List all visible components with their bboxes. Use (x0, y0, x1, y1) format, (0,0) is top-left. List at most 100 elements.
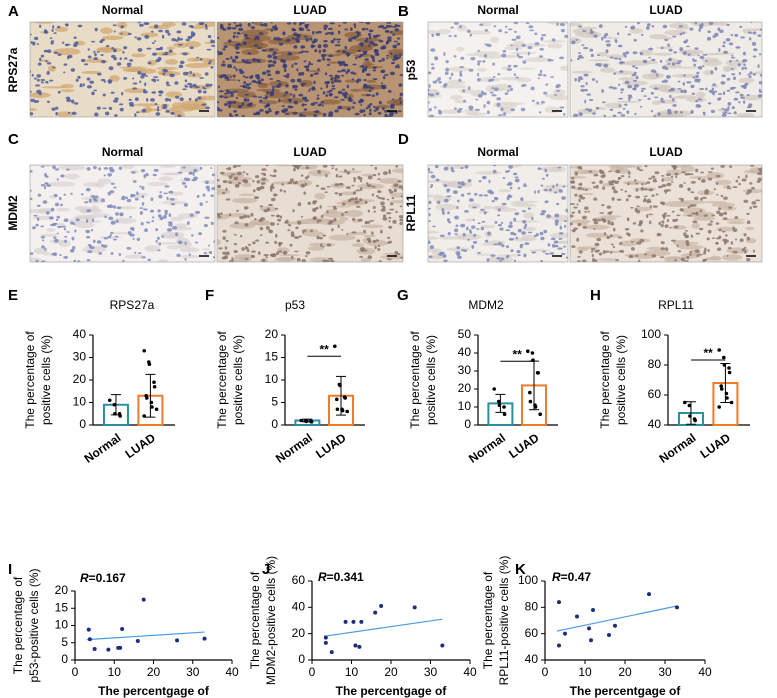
nucleus (443, 259, 448, 262)
nucleus (533, 190, 537, 194)
tissue-strand (360, 257, 371, 262)
nucleus (334, 74, 338, 78)
nucleus (734, 33, 739, 37)
nucleus (687, 214, 693, 217)
nucleus (365, 107, 369, 110)
data-point (335, 407, 340, 412)
nucleus (227, 39, 232, 43)
tissue-strand (375, 104, 390, 109)
nucleus (259, 234, 263, 237)
nucleus (493, 76, 496, 78)
nucleus (282, 32, 286, 35)
nucleus (274, 111, 279, 115)
nucleus (290, 233, 295, 238)
nucleus (308, 61, 311, 65)
nucleus (442, 254, 447, 258)
correlation-symbol: R (80, 571, 89, 585)
nucleus (453, 55, 457, 58)
nucleus (505, 25, 508, 28)
nucleus (298, 51, 304, 54)
nucleus (375, 239, 380, 242)
nucleus (330, 40, 335, 44)
nucleus (713, 90, 718, 93)
micrograph (216, 164, 404, 263)
nucleus (187, 82, 193, 86)
nucleus (583, 47, 589, 50)
nucleus (301, 258, 307, 262)
y-tick-label: 100 (518, 573, 538, 587)
nucleus (507, 85, 512, 88)
nucleus (365, 37, 369, 41)
nucleus (122, 51, 125, 54)
nucleus (428, 108, 432, 112)
nucleus (190, 25, 194, 29)
nucleus (683, 41, 686, 43)
nucleus (139, 207, 144, 209)
nucleus (682, 31, 685, 35)
nucleus (275, 84, 281, 89)
nucleus (285, 75, 290, 79)
nucleus (589, 31, 594, 34)
tissue-strand (344, 93, 354, 100)
nucleus (596, 249, 601, 252)
x-axis-label: The percentgage of (98, 684, 210, 698)
nucleus (258, 32, 264, 35)
nucleus (642, 199, 647, 203)
nucleus (204, 216, 210, 219)
nucleus (228, 213, 232, 217)
nucleus (45, 175, 49, 178)
nucleus (45, 80, 49, 84)
nucleus (492, 165, 497, 167)
nucleus (478, 194, 484, 197)
tissue-strand (327, 61, 340, 64)
nucleus (82, 83, 85, 87)
nucleus (527, 231, 533, 234)
data-point (299, 418, 304, 423)
data-point (607, 632, 611, 637)
nucleus (744, 66, 748, 70)
nucleus (627, 94, 633, 97)
nucleus (718, 228, 722, 232)
data-point (379, 604, 384, 609)
nucleus (158, 90, 162, 93)
tissue-strand (489, 36, 499, 44)
micrograph (569, 21, 763, 118)
nucleus (525, 22, 530, 25)
tissue-strand (743, 169, 760, 174)
nucleus (477, 49, 480, 52)
tissue-strand (629, 165, 643, 168)
nucleus (225, 187, 228, 192)
tissue-strand (446, 79, 466, 85)
nucleus (614, 180, 620, 183)
tissue-strand (160, 200, 188, 205)
nucleus (627, 233, 631, 237)
nucleus (672, 165, 678, 169)
nucleus (130, 226, 135, 231)
nucleus (326, 91, 330, 94)
nucleus (306, 29, 311, 32)
nucleus (548, 188, 552, 192)
nucleus (659, 256, 665, 259)
nucleus (749, 71, 753, 75)
nucleus (220, 74, 224, 78)
data-point (719, 384, 723, 388)
nucleus (292, 111, 298, 115)
nucleus (663, 79, 668, 83)
nucleus (531, 99, 535, 103)
data-point (142, 348, 146, 353)
nucleus (244, 93, 250, 96)
nucleus (653, 178, 657, 181)
nucleus (492, 62, 496, 66)
data-point (729, 400, 734, 405)
nucleus (593, 173, 599, 177)
nucleus (269, 188, 273, 192)
tissue-strand (605, 102, 624, 109)
data-point (142, 414, 146, 418)
nucleus (192, 73, 196, 77)
nucleus (559, 22, 566, 27)
nucleus (684, 229, 689, 232)
nucleus (320, 214, 324, 218)
nucleus (84, 201, 89, 204)
nucleus (536, 101, 539, 105)
correlation-label: R=0.47 (552, 570, 591, 584)
